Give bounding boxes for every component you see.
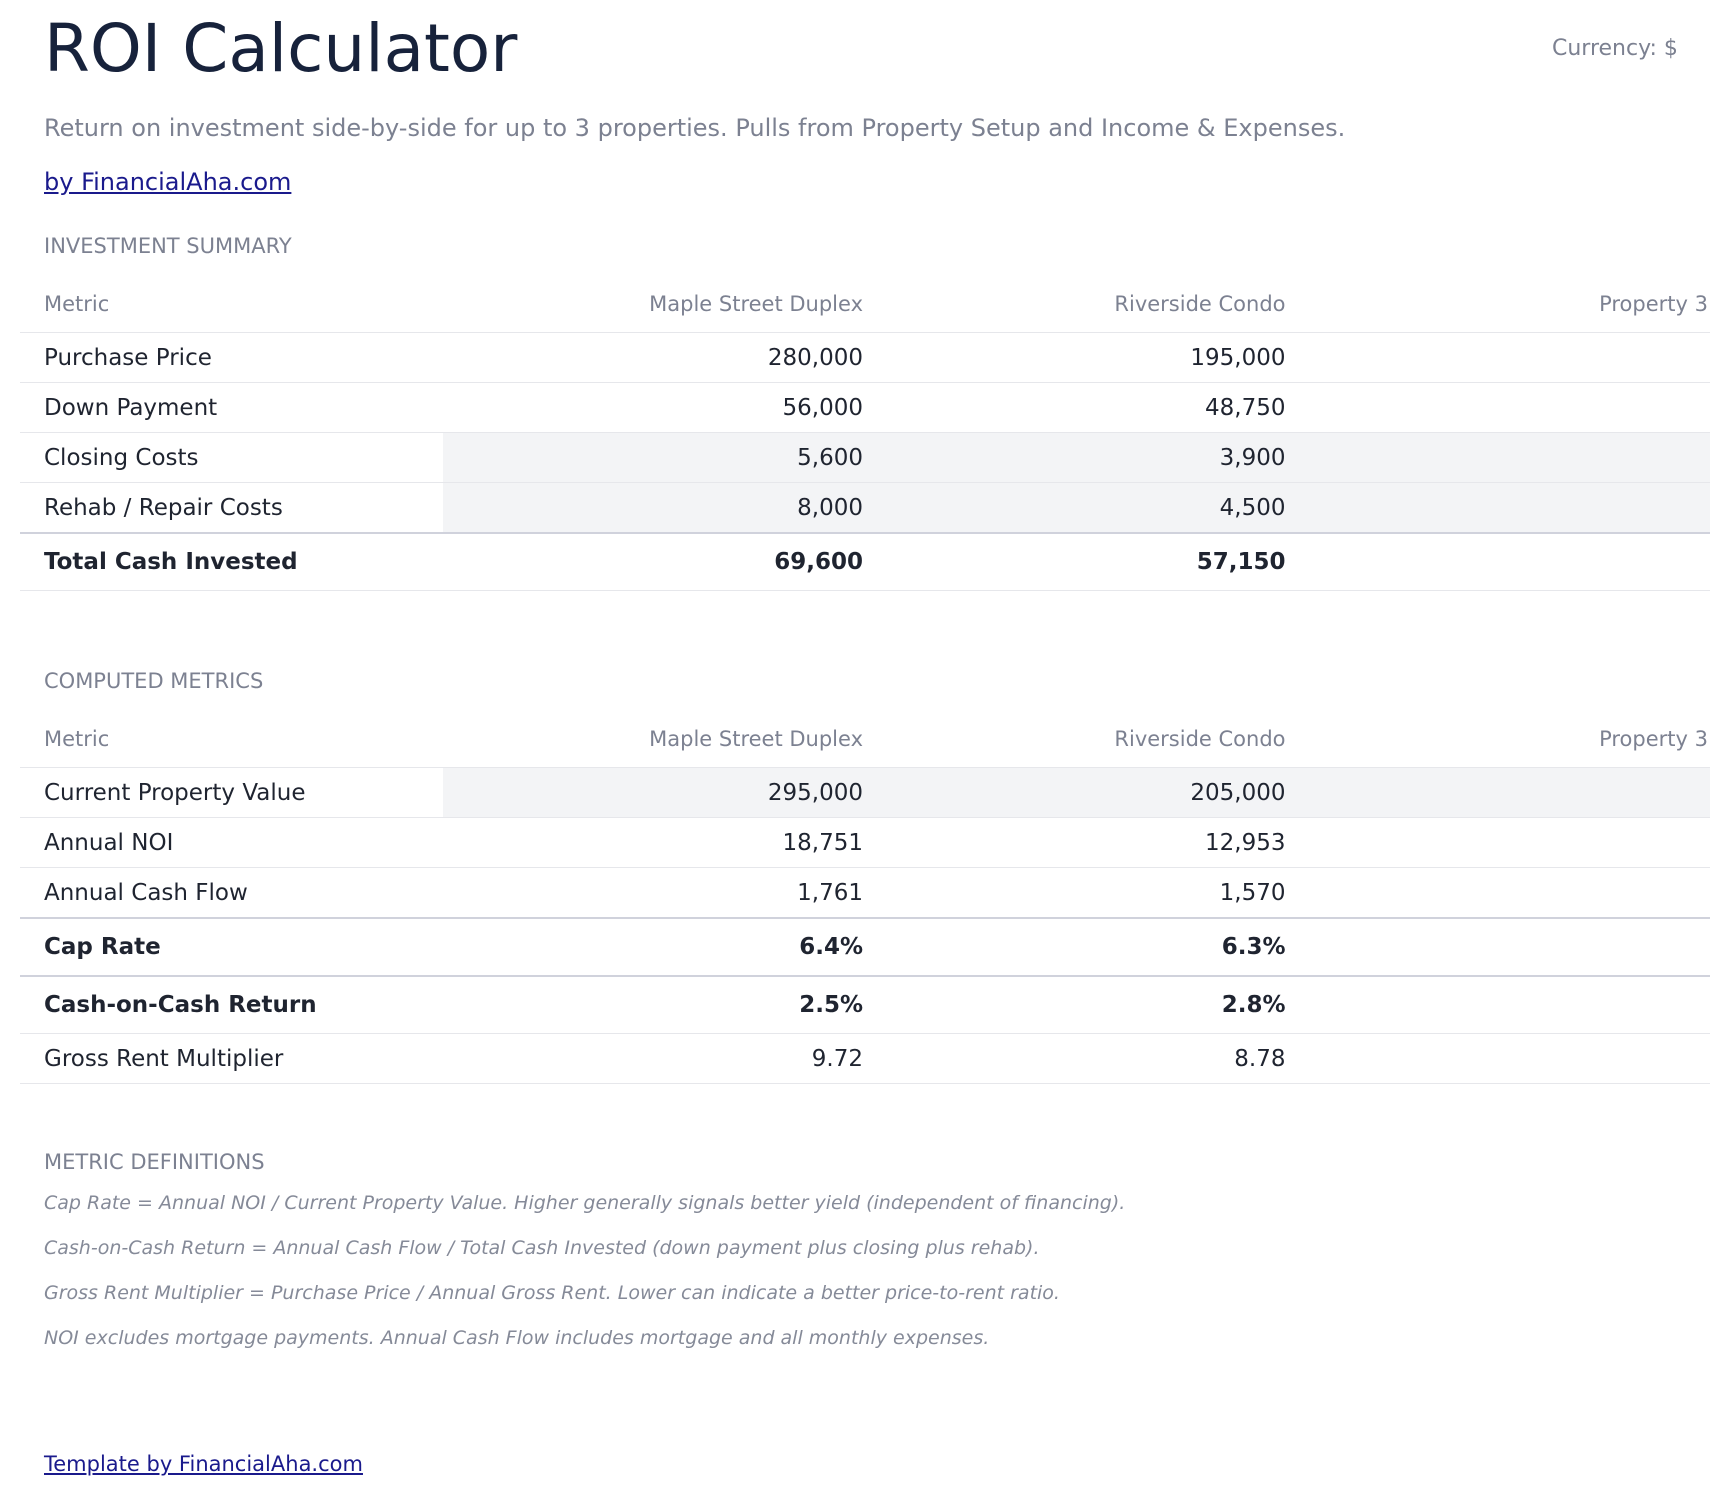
value-cell: 69,600 [442, 532, 865, 591]
table-row: Rehab / Repair Costs 8,000 4,500 [20, 482, 1710, 534]
value-cell [1287, 532, 1710, 591]
header-row: Metric Maple Street Duplex Riverside Condo… [20, 276, 1710, 333]
column-header: Metric [20, 711, 443, 768]
footer-link[interactable]: Template by FinancialAha.com [44, 1452, 363, 1476]
value-cell: 3,900 [865, 432, 1288, 483]
subtitle: Return on investment side-by-side for up… [44, 114, 1346, 142]
value-cell: 8.78 [865, 1033, 1288, 1084]
sections: INVESTMENT SUMMARY Metric Maple Street Dup… [20, 234, 1711, 1084]
value-cell: 1,761 [442, 867, 865, 919]
definition: Gross Rent Multiplier = Purchase Price /… [44, 1282, 1060, 1304]
value-cell: 56,000 [442, 382, 865, 433]
value-cell: 195,000 [865, 332, 1288, 383]
value-cell [1287, 432, 1710, 483]
value-cell: 8,000 [442, 482, 865, 534]
definition: Cap Rate = Annual NOI / Current Property… [44, 1192, 1126, 1214]
table-head: Metric Maple Street Duplex Riverside Condo… [20, 711, 1710, 768]
table-head: Metric Maple Street Duplex Riverside Condo… [20, 276, 1710, 333]
content: ROI Calculator Currency: $ Return on inv… [20, 10, 1711, 1349]
table-row: Current Property Value 295,000 205,000 [20, 767, 1710, 818]
row-label: Gross Rent Multiplier [20, 1033, 443, 1084]
table-body: Purchase Price 280,000 195,000 Down Payment… [20, 332, 1710, 591]
table-body: Current Property Value 295,000 205,000 Annu… [20, 767, 1710, 1084]
section-heading: INVESTMENT SUMMARY [44, 234, 292, 258]
column-header: Maple Street Duplex [442, 276, 865, 333]
table-row: Annual Cash Flow 1,761 1,570 [20, 867, 1710, 919]
data-table: Metric Maple Street Duplex Riverside Condo… [20, 276, 1710, 591]
value-cell [1287, 975, 1710, 1034]
page-title: ROI Calculator [44, 10, 518, 87]
column-header: Property 3 [1287, 711, 1710, 768]
row-label: Rehab / Repair Costs [20, 482, 443, 534]
definitions: Cap Rate = Annual NOI / Current Property… [44, 1192, 1711, 1349]
currency-label: Currency: $ [1552, 36, 1678, 61]
table-row: Gross Rent Multiplier 9.72 8.78 [20, 1033, 1710, 1084]
value-cell: 57,150 [865, 532, 1288, 591]
table-row: Total Cash Invested 69,600 57,150 [20, 532, 1710, 591]
value-cell: 2.8% [865, 975, 1288, 1034]
section-heading: COMPUTED METRICS [44, 669, 264, 693]
value-cell [1287, 867, 1710, 919]
value-cell: 12,953 [865, 817, 1288, 868]
value-cell: 2.5% [442, 975, 865, 1034]
value-cell: 4,500 [865, 482, 1288, 534]
value-cell: 1,570 [865, 867, 1288, 919]
value-cell: 18,751 [442, 817, 865, 868]
value-cell [1287, 332, 1710, 383]
row-label: Cash-on-Cash Return [20, 975, 443, 1034]
row-label: Annual NOI [20, 817, 443, 868]
table-row: Cash-on-Cash Return 2.5% 2.8% [20, 975, 1710, 1034]
table-row: Closing Costs 5,600 3,900 [20, 432, 1710, 483]
value-cell: 280,000 [442, 332, 865, 383]
value-cell [1287, 817, 1710, 868]
row-label: Closing Costs [20, 432, 443, 483]
column-header: Metric [20, 276, 443, 333]
author-link[interactable]: by FinancialAha.com [44, 168, 292, 196]
column-header: Riverside Condo [865, 276, 1288, 333]
row-label: Annual Cash Flow [20, 867, 443, 919]
value-cell [1287, 917, 1710, 977]
row-label: Purchase Price [20, 332, 443, 383]
value-cell: 295,000 [442, 767, 865, 818]
row-label: Down Payment [20, 382, 443, 433]
column-header: Property 3 [1287, 276, 1710, 333]
header-row: Metric Maple Street Duplex Riverside Condo… [20, 711, 1710, 768]
data-table: Metric Maple Street Duplex Riverside Condo… [20, 711, 1710, 1084]
value-cell: 6.4% [442, 917, 865, 977]
value-cell [1287, 1033, 1710, 1084]
value-cell: 6.3% [865, 917, 1288, 977]
column-header: Maple Street Duplex [442, 711, 865, 768]
value-cell: 5,600 [442, 432, 865, 483]
section-heading: METRIC DEFINITIONS [44, 1150, 265, 1174]
row-label: Total Cash Invested [20, 532, 443, 591]
table-row: Cap Rate 6.4% 6.3% [20, 917, 1710, 977]
table-row: Annual NOI 18,751 12,953 [20, 817, 1710, 868]
definition: NOI excludes mortgage payments. Annual C… [44, 1327, 990, 1349]
value-cell [1287, 382, 1710, 433]
table-row: Down Payment 56,000 48,750 [20, 382, 1710, 433]
column-header: Riverside Condo [865, 711, 1288, 768]
value-cell: 9.72 [442, 1033, 865, 1084]
row-label: Current Property Value [20, 767, 443, 818]
definition: Cash-on-Cash Return = Annual Cash Flow /… [44, 1237, 1040, 1259]
value-cell [1287, 482, 1710, 534]
value-cell: 48,750 [865, 382, 1288, 433]
value-cell: 205,000 [865, 767, 1288, 818]
table-row: Purchase Price 280,000 195,000 [20, 332, 1710, 383]
value-cell [1287, 767, 1710, 818]
row-label: Cap Rate [20, 917, 443, 977]
